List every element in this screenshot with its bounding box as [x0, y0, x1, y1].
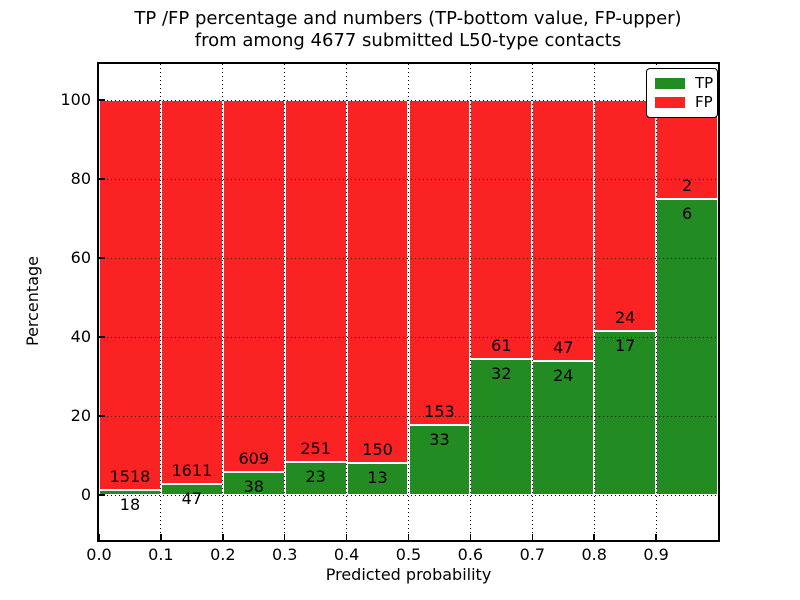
fp-count-label: 1518 [109, 467, 151, 487]
tp-bar-segment [284, 461, 347, 495]
fp-count-label: 24 [614, 308, 636, 328]
fp-bar-segment [284, 100, 347, 462]
vertical-gridline [655, 64, 657, 540]
tp-count-label: 18 [119, 495, 141, 515]
vertical-gridline [222, 64, 224, 540]
tp-bar-segment [656, 198, 718, 495]
tp-count-label: 38 [243, 476, 264, 496]
fp-count-label: 47 [553, 338, 574, 358]
legend-label: FP [695, 93, 713, 111]
y-axis-label: Percentage [23, 255, 42, 347]
legend-entry-fp: FP [655, 93, 713, 112]
y-tick-mark [99, 99, 105, 101]
chart-title: TP /FP percentage and numbers (TP-bottom… [10, 8, 800, 52]
fp-bar-segment [594, 100, 657, 332]
tp-count-label: 47 [181, 488, 203, 508]
y-tick-label: 60 [70, 248, 91, 267]
vertical-gridline [531, 64, 533, 540]
x-tick-mark [531, 534, 534, 540]
tp-count-label: 33 [429, 429, 450, 449]
horizontal-gridline [99, 257, 718, 259]
fp-count-label: 1611 [171, 460, 213, 480]
legend-label: TP [695, 74, 714, 92]
x-tick-label: 0.8 [581, 545, 607, 564]
tp-count-label: 6 [681, 203, 693, 223]
x-tick-label: 0.5 [395, 545, 422, 564]
y-tick-label: 100 [60, 90, 91, 109]
y-tick-mark [99, 257, 105, 259]
tickmark-layer [98, 64, 718, 540]
x-tick-mark [655, 534, 657, 540]
fp-count-label: 61 [491, 336, 512, 356]
chart-title-line1: TP /FP percentage and numbers (TP-bottom… [134, 8, 682, 29]
legend-entry-tp: TP [655, 74, 713, 93]
x-tick-label: 0.7 [519, 545, 546, 564]
horizontal-gridline [99, 494, 718, 496]
x-tick-label: 0.1 [148, 545, 174, 564]
grid-layer [99, 64, 718, 540]
horizontal-gridline [99, 415, 718, 417]
y-tick-label: 40 [70, 327, 91, 346]
tp-bar-segment [532, 361, 595, 495]
tp-count-label: 32 [491, 364, 512, 384]
vertical-gridline [593, 64, 595, 540]
tp-count-label: 13 [367, 468, 388, 488]
vertical-gridline [469, 64, 471, 540]
fp-count-label: 2 [681, 175, 693, 195]
y-tick-mark [99, 336, 105, 338]
x-tick-mark [222, 534, 224, 540]
y-tick-mark [99, 178, 105, 180]
tp-count-label: 17 [614, 336, 636, 356]
legend: TP FP [646, 68, 718, 118]
fp-bar-segment [470, 100, 533, 360]
x-tick-mark [160, 534, 162, 540]
x-tick-label: 0.2 [210, 545, 236, 564]
chart-title-line2: from among 4677 submitted L50-type conta… [194, 30, 622, 51]
fp-count-label: 153 [424, 401, 455, 421]
y-tick-label: 80 [70, 169, 91, 188]
fp-swatch-icon [655, 97, 685, 108]
tp-swatch-icon [655, 78, 685, 89]
x-tick-label: 0.9 [643, 545, 669, 564]
tp-count-label: 23 [305, 466, 326, 486]
plot-area [97, 62, 720, 542]
x-tick-label: 0.6 [457, 545, 484, 564]
y-tick-label: 20 [70, 406, 91, 425]
fp-count-label: 150 [362, 440, 393, 460]
tp-count-label: 24 [553, 366, 574, 386]
y-tick-label: 0 [80, 485, 91, 504]
x-tick-mark [98, 534, 100, 540]
vertical-gridline [408, 64, 409, 540]
x-tick-label: 0.0 [86, 545, 112, 564]
x-tick-mark [469, 534, 472, 540]
fp-count-label: 251 [300, 438, 331, 458]
vertical-gridline [346, 64, 348, 540]
x-tick-mark [407, 534, 410, 540]
horizontal-gridline [99, 99, 718, 101]
y-tick-mark [99, 415, 105, 417]
y-tick-mark [99, 494, 105, 496]
fp-bar-segment [532, 100, 595, 362]
fp-count-label: 609 [238, 448, 270, 468]
x-tick-mark [345, 534, 348, 540]
vertical-gridline [160, 64, 162, 540]
fp-bar-segment [99, 100, 161, 491]
x-tick-mark [593, 534, 595, 540]
vertical-gridline [284, 64, 286, 540]
x-tick-mark [283, 534, 286, 540]
horizontal-gridline [99, 336, 718, 338]
horizontal-gridline [99, 178, 718, 180]
x-axis-label: Predicted probability [325, 565, 492, 584]
x-tick-label: 0.3 [271, 545, 298, 564]
fp-bar-segment [160, 100, 223, 484]
x-tick-label: 0.4 [333, 545, 360, 564]
fp-bar-segment [408, 100, 471, 425]
